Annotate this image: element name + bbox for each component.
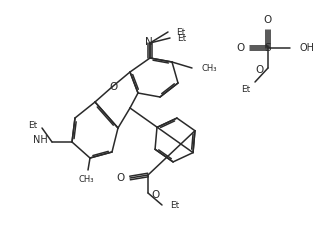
Text: N: N bbox=[145, 37, 153, 47]
Text: Et: Et bbox=[176, 27, 185, 37]
Text: O: O bbox=[256, 65, 264, 75]
Text: CH₃: CH₃ bbox=[201, 64, 216, 72]
Text: CH₃: CH₃ bbox=[78, 175, 94, 184]
Text: Et: Et bbox=[177, 33, 186, 43]
Text: OH: OH bbox=[299, 43, 314, 53]
Text: O: O bbox=[151, 190, 159, 200]
Text: Et: Et bbox=[170, 201, 179, 210]
Text: Et: Et bbox=[28, 121, 37, 130]
Text: O: O bbox=[264, 15, 272, 25]
Text: O: O bbox=[237, 43, 245, 53]
Text: O: O bbox=[117, 173, 125, 183]
Text: O: O bbox=[109, 82, 117, 92]
Text: NH: NH bbox=[33, 135, 48, 145]
Text: Et: Et bbox=[241, 85, 250, 94]
Text: S: S bbox=[265, 43, 271, 53]
